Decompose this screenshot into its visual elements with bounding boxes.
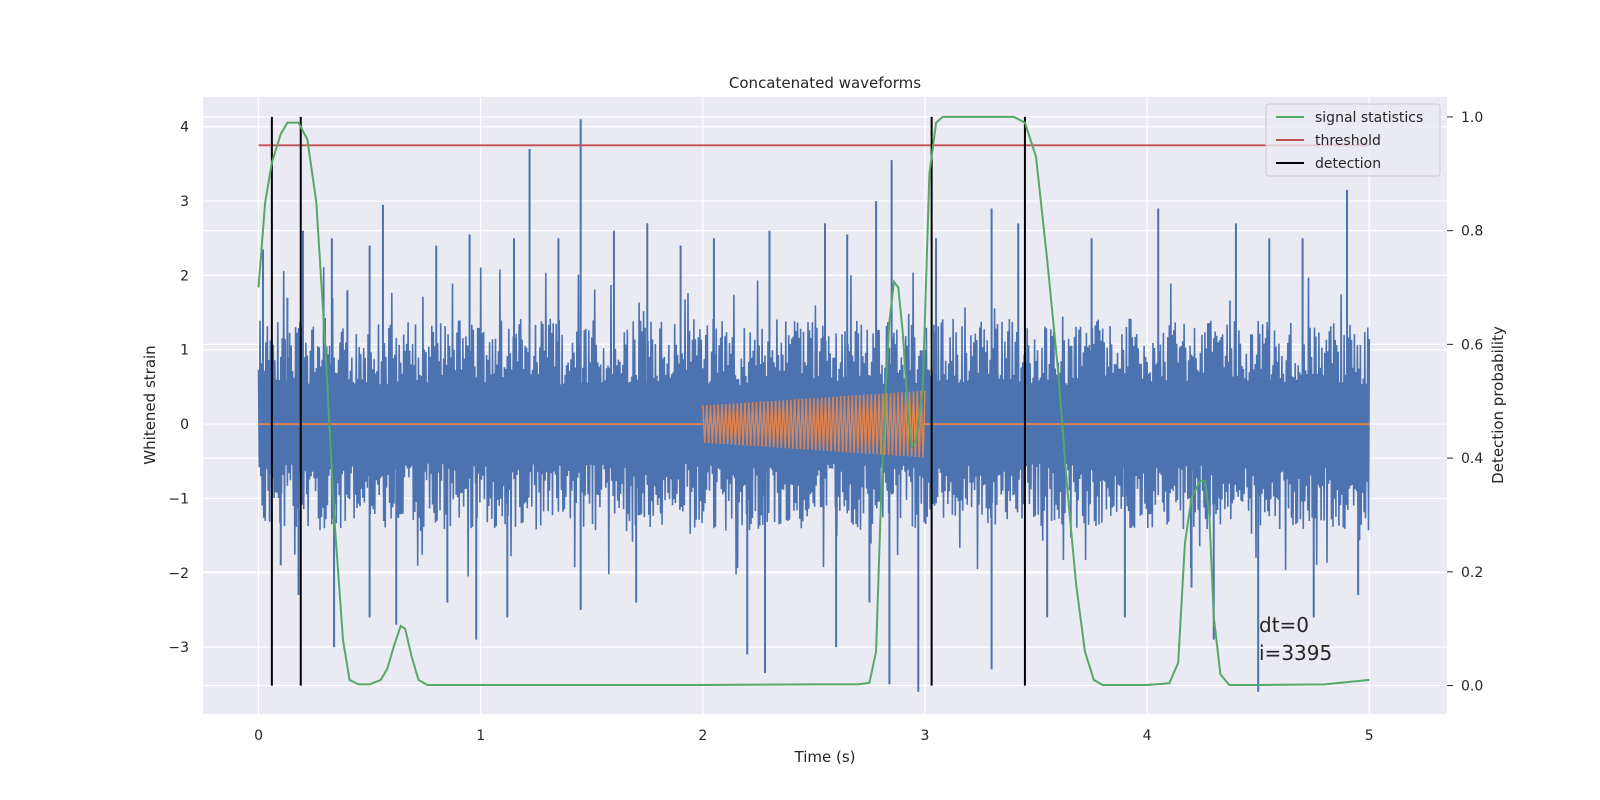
- injected-chirp: [702, 390, 926, 458]
- x-tick-label: 4: [1143, 728, 1152, 744]
- annotations: dt=0 i=3395: [1259, 613, 1332, 665]
- y-tick-label-right: 0.4: [1461, 451, 1483, 467]
- data-layer: [257, 115, 1371, 692]
- y-tick-label-right: 0.2: [1461, 565, 1483, 581]
- x-tick-label: 3: [921, 728, 930, 744]
- legend-box: [1265, 103, 1441, 177]
- legend-label-detection: detection: [1315, 156, 1381, 172]
- y-tick-label-left: 4: [180, 120, 189, 136]
- x-axis-label: Time (s): [794, 748, 856, 766]
- y-tick-label-right: 0.8: [1461, 224, 1483, 240]
- ticks: 0 1 2 3 4 5 −3 −2 −1 0 1 2 3 4 0.0 0.2 0.4 0.6 0.8 1.0: [168, 110, 1483, 744]
- noise-series: [257, 267, 1371, 577]
- y-axis-label-left: Whitened strain: [141, 345, 159, 464]
- y-axis-label-right: Detection probability: [1489, 326, 1507, 484]
- legend-label-signal-statistics: signal statistics: [1315, 110, 1423, 126]
- y-tick-label-left: 2: [180, 268, 189, 284]
- y-tick-label-right: 0.6: [1461, 337, 1483, 353]
- y-tick-label-right: 0.0: [1461, 679, 1483, 695]
- y-tick-label-left: −3: [168, 640, 189, 656]
- annotation-dt: dt=0: [1259, 613, 1309, 637]
- legend: signal statistics threshold detection: [1265, 103, 1441, 177]
- x-tick-label: 5: [1365, 728, 1374, 744]
- y-tick-label-right: 1.0: [1461, 110, 1483, 126]
- y-tick-label-left: −1: [168, 491, 189, 507]
- x-tick-label: 1: [476, 728, 485, 744]
- y-tick-label-left: 3: [180, 194, 189, 210]
- signal-statistics-line: [257, 115, 1370, 686]
- x-tick-label: 0: [254, 728, 263, 744]
- y-tick-label-left: −2: [168, 566, 189, 582]
- y-tick-label-left: 0: [180, 417, 189, 433]
- x-tick-label: 2: [698, 728, 707, 744]
- annotation-index: i=3395: [1259, 641, 1332, 665]
- legend-label-threshold: threshold: [1315, 133, 1381, 149]
- y-tick-label-left: 1: [180, 343, 189, 359]
- chart-title: Concatenated waveforms: [729, 74, 921, 92]
